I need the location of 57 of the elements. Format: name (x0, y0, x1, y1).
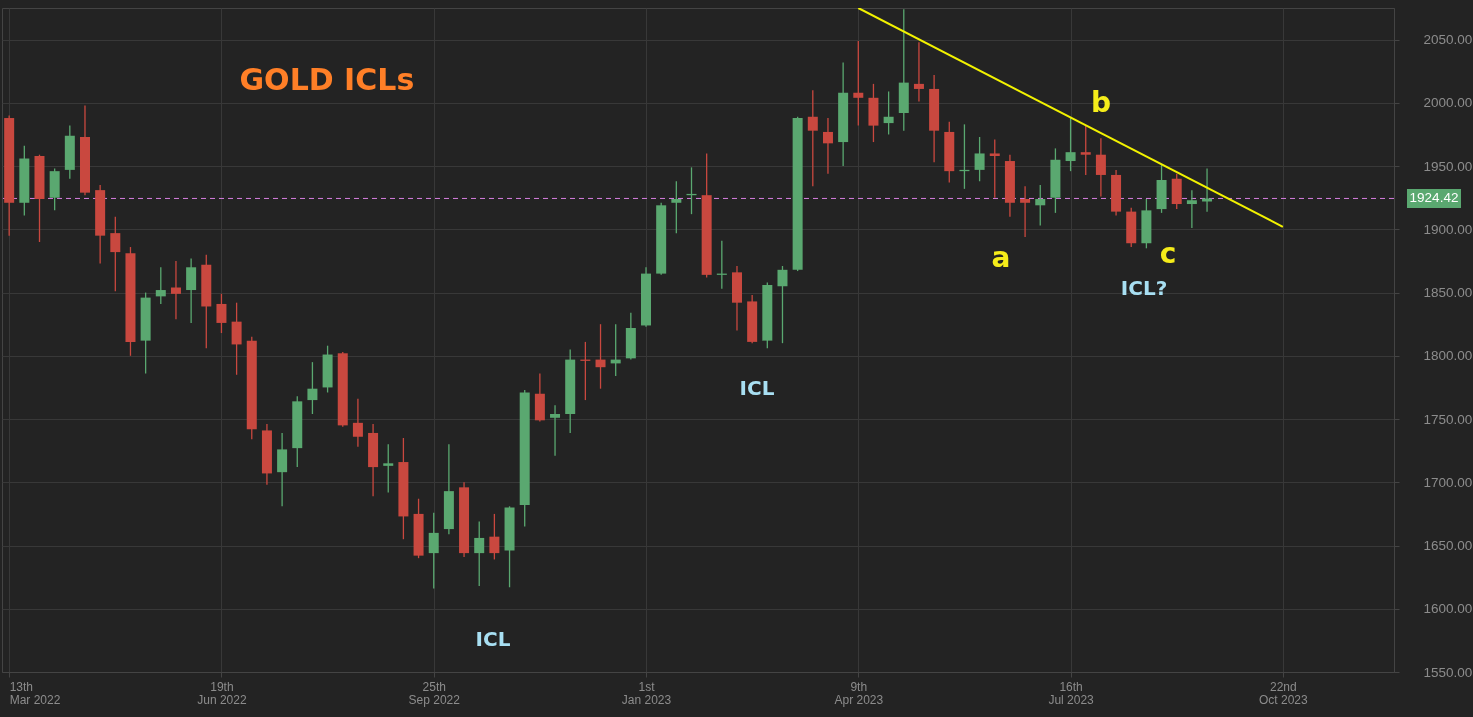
x-tick-label: 25th Sep 2022 (408, 679, 461, 707)
candlestick (807, 89, 818, 187)
candlestick (822, 117, 833, 175)
candlestick (853, 40, 864, 127)
candlestick (383, 443, 394, 494)
annotation: b (1090, 86, 1112, 119)
x-tick-label: 22nd Oct 2023 (1259, 679, 1309, 707)
x-tick-label: 16th Jul 2023 (1048, 679, 1095, 707)
candlestick (1202, 167, 1213, 213)
candlestick (1020, 185, 1031, 238)
candlestick (777, 265, 788, 344)
candlestick (110, 216, 121, 292)
candlestick (974, 136, 985, 182)
candlestick (1095, 137, 1106, 198)
ref-line-label: 1924.42 (1409, 190, 1459, 206)
candlestick (170, 260, 181, 320)
candlestick (1080, 124, 1091, 176)
candlestick (1065, 117, 1076, 172)
annotation: ICL (475, 627, 511, 651)
candlestick (428, 511, 439, 590)
y-tick-label: 1600.00 (1423, 601, 1473, 617)
candlestick (277, 432, 288, 507)
candlestick (307, 361, 318, 415)
y-tick-label: 1550.00 (1423, 664, 1473, 680)
y-tick-label: 1750.00 (1423, 411, 1473, 427)
candlestick (913, 41, 924, 103)
candlestick (1035, 184, 1046, 227)
text: GOLD ICLs (239, 62, 415, 97)
candlestick (186, 257, 197, 324)
y-tick-label: 1900.00 (1423, 221, 1473, 237)
y-tick-label: 1800.00 (1423, 348, 1473, 364)
x-tick-label: 13th Mar 2022 (9, 679, 61, 707)
candlestick (883, 90, 894, 136)
candlestick (489, 513, 500, 561)
annotation: ICL (739, 376, 775, 400)
annotation: ICL? (1120, 276, 1168, 300)
candlestick (1186, 189, 1197, 229)
x-tick-label: 1st Jan 2023 (621, 679, 672, 707)
candlestick (216, 293, 227, 334)
y-tick-label: 1850.00 (1423, 285, 1473, 301)
candlestick (989, 138, 1000, 199)
candlestick (231, 302, 242, 376)
y-tick-label: 1950.00 (1423, 158, 1473, 174)
candlestick (671, 180, 682, 234)
x-tick-label: 19th Jun 2022 (197, 679, 247, 707)
candlestick (595, 323, 606, 390)
annotation: c (1159, 237, 1177, 270)
y-tick-label: 1650.00 (1423, 538, 1473, 554)
candlestick (352, 398, 363, 448)
candlestick (550, 404, 561, 457)
candlestick (155, 266, 166, 305)
y-tick-label: 2000.00 (1423, 95, 1473, 111)
candlestick (474, 520, 485, 587)
y-tick-label: 1700.00 (1423, 474, 1473, 490)
y-tick-label: 2050.00 (1423, 32, 1473, 48)
x-tick-label: 9th Apr 2023 (834, 679, 884, 707)
annotation: a (991, 241, 1011, 274)
